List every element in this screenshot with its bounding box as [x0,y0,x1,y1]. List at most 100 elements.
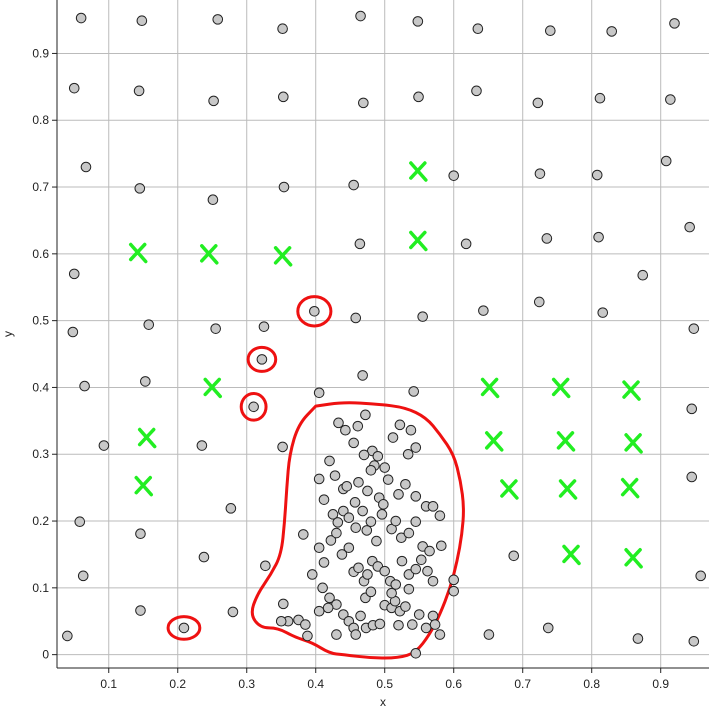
data-point [333,417,344,429]
data-point [318,557,330,568]
data-point [317,582,328,594]
green-x-mark [620,477,640,499]
data-point [382,474,394,485]
green-x-mark [558,479,578,500]
data-point [593,231,604,243]
data-point [410,516,422,528]
data-point [350,522,362,534]
green-x-mark [409,230,428,252]
red-circle-annotation [246,345,278,373]
data-point [413,609,425,620]
y-tick-label: 0.1 [32,581,49,595]
data-point [358,449,370,461]
green-x-mark [484,431,504,452]
data-point [332,517,344,528]
data-point [532,97,544,109]
data-point [227,606,239,618]
red-circle-annotation [166,615,202,641]
data-point [508,550,520,562]
data-point [597,307,609,318]
data-point [545,25,556,37]
data-point [329,470,341,481]
data-point [665,94,676,105]
data-point [207,194,219,206]
data-point [448,170,460,181]
data-point [448,574,460,586]
data-point [277,23,288,35]
data-point [178,622,190,634]
green-x-mark [556,431,576,452]
data-point [324,455,335,467]
green-x-mark [137,427,157,449]
data-point [350,312,362,324]
red-circle-annotation [296,295,333,328]
data-point [343,542,355,554]
x-axis-label: x [380,695,386,709]
y-tick-label: 0.9 [32,46,49,60]
data-point [352,420,364,432]
data-point [133,85,145,97]
data-point [429,619,441,630]
data-point [460,238,472,250]
data-points [62,10,707,659]
green-x-mark [409,161,428,182]
green-x-mark [624,433,643,454]
data-point [298,529,309,540]
data-point [358,97,369,109]
y-axis-label: y [1,331,15,337]
grid [57,0,709,668]
data-point [686,471,698,483]
data-point [413,91,424,103]
data-point [427,575,439,587]
data-point [68,268,80,280]
data-point [278,91,289,103]
data-point [357,505,368,517]
data-point [407,619,418,630]
data-point [534,168,546,179]
data-point [302,630,313,642]
data-point [68,82,80,94]
data-point [77,570,89,582]
data-point [350,629,362,640]
data-point [684,221,695,233]
data-point [313,387,325,399]
x-tick-label: 0.3 [238,677,255,691]
x-tick-label: 0.5 [376,677,393,691]
data-point [313,542,325,554]
data-point [472,23,484,35]
data-point [660,155,672,167]
data-point [427,610,439,622]
data-point [376,509,388,520]
data-point [448,585,460,597]
data-point [360,409,371,421]
data-point [393,489,404,500]
data-point [198,551,210,563]
x-tick-label: 0.6 [445,677,462,691]
data-point [348,179,359,191]
data-point [542,622,554,634]
data-point [436,540,447,552]
data-point [374,618,386,630]
data-point [410,648,422,659]
data-point [210,323,221,334]
data-point [365,586,377,598]
data-point [379,565,391,577]
data-point [410,563,422,575]
data-point [695,570,707,582]
data-point [434,510,446,521]
data-point [67,326,79,338]
data-point [632,633,644,644]
x-tick-label: 0.8 [583,677,600,691]
data-point [354,238,366,250]
data-point [341,481,353,492]
data-point [637,269,649,281]
data-point [324,592,335,604]
data-point [686,403,698,415]
data-point [300,619,311,630]
data-point [422,565,433,577]
data-point [140,376,151,387]
data-point [410,442,422,453]
data-point [98,440,110,451]
data-point [478,305,489,316]
data-point [533,296,545,308]
